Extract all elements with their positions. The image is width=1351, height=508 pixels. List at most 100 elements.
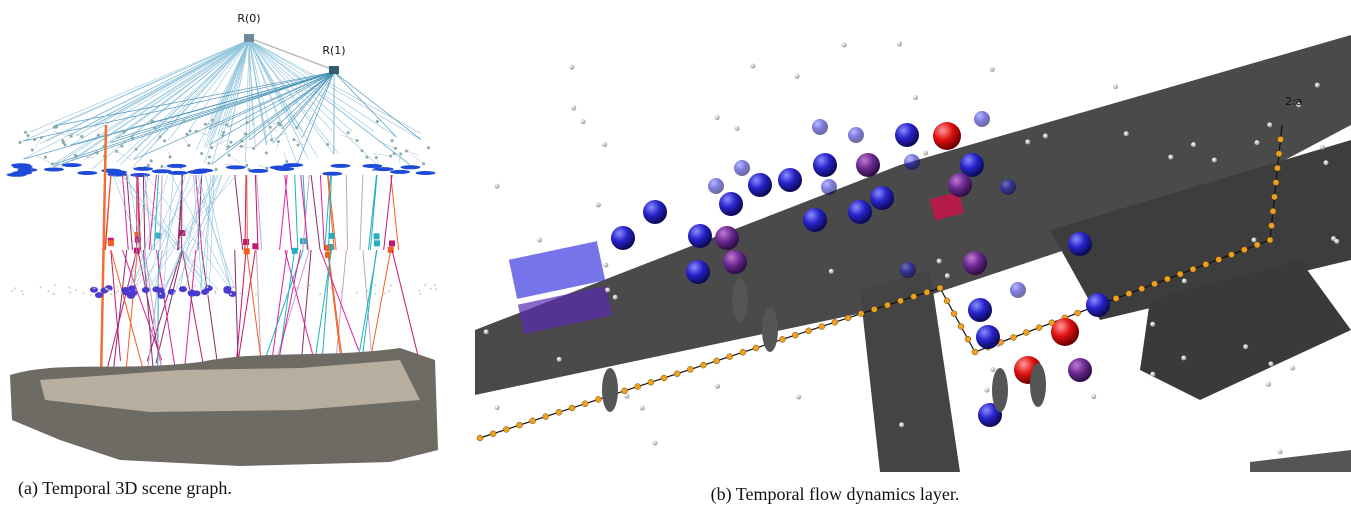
path-node — [1269, 223, 1275, 229]
point — [75, 289, 77, 291]
edge — [284, 153, 286, 161]
path-node — [582, 401, 588, 407]
sphere — [974, 111, 990, 127]
grid-point — [1251, 238, 1256, 243]
edge — [270, 127, 277, 131]
trajectory — [143, 175, 145, 250]
node — [33, 138, 36, 141]
sphere — [963, 251, 987, 275]
node — [227, 145, 230, 148]
edge — [334, 72, 421, 140]
human — [732, 278, 748, 322]
path-node — [635, 384, 641, 390]
path-node — [753, 345, 759, 351]
point — [430, 288, 432, 290]
sphere — [948, 173, 972, 197]
human — [762, 308, 778, 352]
node — [365, 156, 368, 159]
object-node — [179, 286, 187, 292]
point — [384, 292, 386, 294]
point — [68, 287, 70, 289]
point — [116, 285, 118, 287]
point — [390, 284, 392, 286]
path-node — [972, 349, 978, 355]
object-node — [158, 293, 166, 299]
point — [115, 292, 117, 294]
grid-point — [1290, 366, 1295, 371]
sphere — [812, 119, 828, 135]
grid-point — [484, 329, 489, 334]
path-node — [1203, 261, 1209, 267]
point — [230, 293, 232, 295]
edge — [407, 151, 419, 155]
grid-point — [495, 184, 500, 189]
sphere — [904, 154, 920, 170]
point — [14, 287, 16, 289]
path-node — [845, 315, 851, 321]
grid-point — [897, 42, 902, 47]
place-node — [322, 172, 342, 176]
sphere — [895, 123, 919, 147]
place-node — [330, 164, 350, 168]
node — [53, 126, 56, 129]
path-node — [898, 298, 904, 304]
grid-point — [796, 394, 801, 399]
path-node — [674, 371, 680, 377]
sphere — [900, 262, 916, 278]
object-node — [188, 291, 196, 297]
edge — [133, 175, 237, 290]
root-node — [329, 66, 339, 74]
edge — [91, 40, 249, 127]
grid-point — [735, 126, 740, 131]
edge — [258, 165, 267, 168]
path-node — [1275, 165, 1281, 171]
trajectory — [392, 250, 418, 356]
sphere — [933, 122, 961, 150]
point — [255, 293, 257, 295]
point — [53, 293, 55, 295]
agent-node — [325, 245, 331, 251]
trajectory — [285, 175, 292, 250]
point — [54, 284, 56, 286]
grid-point — [605, 287, 610, 292]
node — [185, 133, 188, 136]
path-node — [1276, 151, 1282, 157]
node — [211, 119, 214, 122]
trajectory — [295, 175, 298, 250]
path-node — [965, 336, 971, 342]
path-node — [1139, 286, 1145, 292]
place-node — [226, 165, 246, 169]
path-node — [924, 289, 930, 295]
grid-point — [1269, 361, 1274, 366]
path-node — [1177, 271, 1183, 277]
grid-point — [715, 384, 720, 389]
grid-point — [613, 295, 618, 300]
point — [110, 293, 112, 295]
point — [90, 294, 92, 296]
point — [159, 284, 161, 286]
sphere — [976, 325, 1000, 349]
path-node — [1164, 276, 1170, 282]
agent-node — [252, 243, 258, 249]
point — [40, 286, 42, 288]
sphere — [1068, 232, 1092, 256]
grid-point — [715, 115, 720, 120]
node — [159, 135, 162, 138]
path-node — [477, 435, 483, 441]
path-node — [503, 426, 509, 432]
node — [427, 146, 430, 149]
point — [214, 292, 216, 294]
grid-point — [640, 405, 645, 410]
edge — [272, 133, 285, 139]
path-node — [727, 354, 733, 360]
place-node — [187, 170, 207, 174]
object-node — [95, 292, 103, 298]
point — [11, 290, 13, 292]
edge — [20, 139, 29, 143]
point — [296, 286, 298, 288]
node-label: R(1) — [322, 44, 345, 57]
place-node — [167, 164, 187, 168]
node — [245, 164, 248, 167]
trajectory — [360, 175, 363, 250]
place-node — [362, 164, 382, 168]
